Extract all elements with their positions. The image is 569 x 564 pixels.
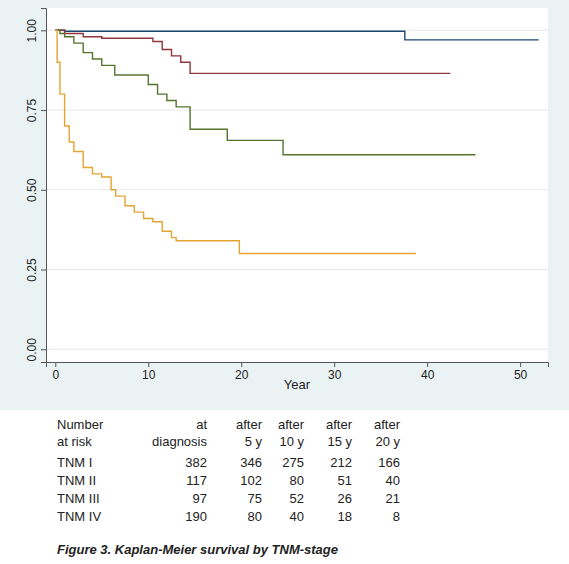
x-tick-label: 40	[421, 368, 435, 382]
risk-table-header: diagnosis	[152, 434, 207, 449]
plot-lines	[55, 30, 538, 253]
x-tick-mark	[241, 362, 242, 367]
risk-table-header: 10 y	[279, 434, 304, 449]
grid-line	[46, 349, 548, 350]
risk-table-header: 5 y	[245, 434, 263, 449]
x-tick: 10	[142, 362, 156, 382]
x-tick-mark	[427, 362, 428, 367]
risk-table-cell: 18	[338, 509, 352, 524]
grid-line	[46, 269, 548, 270]
risk-table-cell: 21	[386, 491, 400, 506]
risk-table-header: at	[196, 417, 207, 432]
risk-table-header: after	[374, 417, 401, 432]
grid	[46, 30, 548, 349]
x-tick: 40	[421, 362, 435, 382]
x-tick: 20	[235, 362, 249, 382]
risk-table-cell: 166	[378, 455, 400, 470]
y-tick-mark	[41, 110, 46, 111]
x-tick: 30	[328, 362, 342, 382]
y-tick-label: 1.00	[25, 19, 39, 43]
risk-table-cell: 40	[290, 509, 304, 524]
risk-table-cell: 97	[193, 491, 207, 506]
caption: Figure 3. Kaplan-Meier survival by TNM-s…	[57, 542, 338, 557]
x-tick-mark	[520, 362, 521, 367]
risk-table-cell: 102	[240, 473, 262, 488]
plot-background	[46, 8, 548, 362]
risk-table-header: at risk	[57, 434, 92, 449]
x-tick-mark	[148, 362, 149, 367]
outer-background	[0, 0, 569, 410]
risk-table-cell: 51	[338, 473, 352, 488]
y-tick-mark	[41, 349, 46, 350]
risk-table-row-label: TNM II	[57, 473, 96, 488]
y-axis-line	[41, 9, 47, 363]
y-tick: 0.00	[25, 338, 46, 362]
risk-table: Number at after after after after at risk diagn…	[57, 417, 401, 524]
x-tick-label: 20	[235, 368, 249, 382]
y-tick-mark	[41, 270, 46, 271]
y-tick: 0.25	[25, 258, 46, 282]
risk-table-header: 15 y	[327, 434, 352, 449]
x-axis-title: Year	[284, 377, 311, 392]
x-tick: 50	[514, 362, 528, 382]
x-tick-label: 30	[328, 368, 342, 382]
risk-table-header: 20 y	[375, 434, 400, 449]
y-tick-label: 0.25	[25, 258, 39, 282]
risk-table-cell: 80	[290, 473, 304, 488]
risk-table-row-label: TNM I	[57, 455, 92, 470]
y-tick-label: 0.50	[25, 178, 39, 202]
risk-table-header: after	[278, 417, 305, 432]
x-tick-label: 50	[514, 368, 528, 382]
risk-table-header: after	[236, 417, 263, 432]
chart: 0 10 20 30 40 50 0.00 0.25 0.50 0.75 1.00 Year Numbe…	[0, 0, 569, 564]
survival-line	[55, 30, 416, 253]
y-tick: 0.75	[25, 99, 46, 123]
risk-table-cell: 190	[185, 509, 207, 524]
risk-table-cell: 275	[282, 455, 304, 470]
risk-table-cell: 40	[386, 473, 400, 488]
y-tick-mark	[41, 30, 46, 31]
risk-table-row-label: TNM III	[57, 491, 100, 506]
grid-line	[46, 189, 548, 190]
risk-table-cell: 117	[186, 473, 207, 488]
x-tick-mark	[55, 362, 56, 367]
risk-table-header: Number	[57, 417, 104, 432]
risk-table-cell: 26	[338, 491, 352, 506]
y-tick-label: 0.00	[25, 338, 39, 362]
risk-table-cell: 80	[248, 509, 262, 524]
risk-table-cell: 75	[248, 491, 262, 506]
y-tick-label: 0.75	[25, 99, 39, 123]
x-tick: 0	[52, 362, 59, 382]
risk-table-cell: 382	[185, 455, 207, 470]
x-axis-line	[47, 363, 549, 368]
x-tick-mark	[334, 362, 335, 367]
risk-table-row-label: TNM IV	[57, 509, 101, 524]
risk-table-header: after	[326, 417, 353, 432]
risk-table-cell: 8	[393, 509, 400, 524]
y-axis: 0.00 0.25 0.50 0.75 1.00	[25, 9, 47, 363]
risk-table-cell: 52	[290, 491, 304, 506]
survival-line	[55, 30, 475, 154]
risk-table-cell: 346	[240, 455, 262, 470]
x-tick-label: 0	[52, 368, 59, 382]
grid-line	[46, 110, 548, 111]
risk-table-cell: 212	[330, 455, 352, 470]
y-tick: 0.50	[25, 178, 46, 202]
y-tick: 1.00	[25, 19, 46, 43]
y-tick-mark	[41, 190, 46, 191]
x-tick-label: 10	[142, 368, 156, 382]
